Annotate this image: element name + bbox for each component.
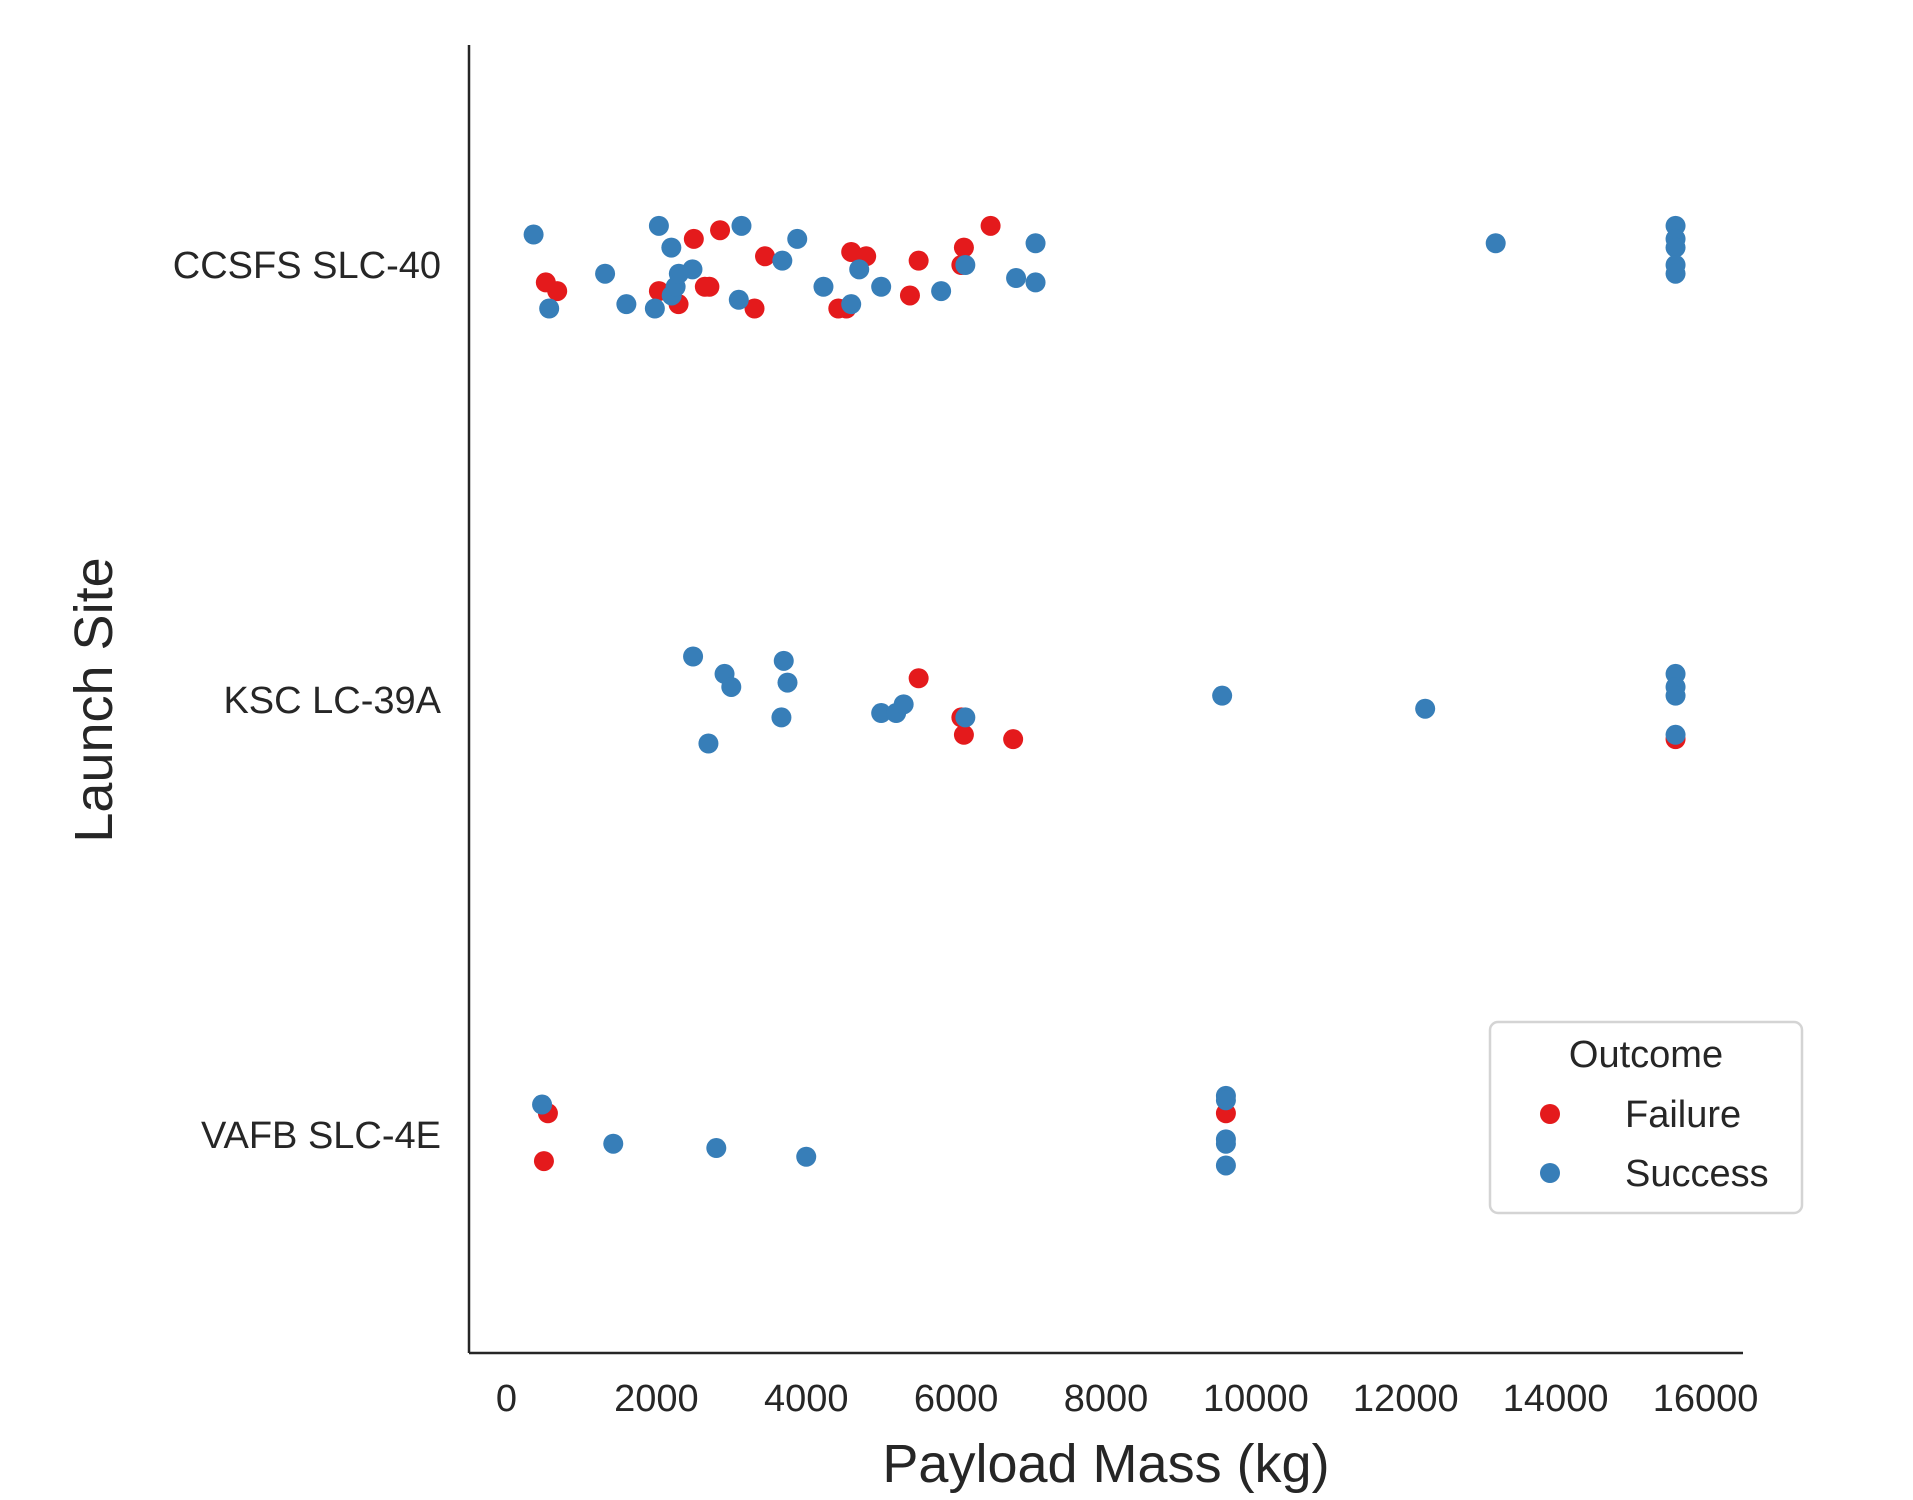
x-tick-labels: 0 2000 4000 6000 8000 10000 12000 14000 16000 [496,1378,1758,1420]
point-failure [953,724,974,745]
point-failure [744,298,765,319]
point-success [931,281,952,302]
point-success [777,672,798,693]
point-success [1665,724,1686,745]
point-failure [908,250,929,271]
legend-label-success: Success [1625,1153,1769,1195]
point-success [772,250,793,271]
point-success [1665,237,1686,258]
x-tick-label: 2000 [614,1378,699,1420]
x-tick-label: 16000 [1653,1378,1759,1420]
point-success [523,224,544,245]
x-tick-label: 8000 [1064,1378,1149,1420]
point-success [1665,263,1686,284]
point-failure [841,241,862,262]
point-success [796,1146,817,1167]
point-success [721,676,742,697]
legend: Outcome Failure Success [1488,1020,1804,1215]
point-success [539,298,560,319]
point-success [1215,1155,1236,1176]
legend-marker-success [1540,1163,1560,1183]
point-success [682,259,703,280]
x-tick-label: 10000 [1203,1378,1309,1420]
point-success [731,215,752,236]
point-success [616,294,637,315]
point-success [1215,1133,1236,1154]
point-success [1025,272,1046,293]
x-tick-label: 12000 [1353,1378,1459,1420]
point-success [1215,1090,1236,1111]
data-points [523,215,1686,1176]
point-success [771,707,792,728]
x-tick-label: 6000 [914,1378,999,1420]
legend-frame [1488,1020,1804,1215]
point-success [871,276,892,297]
point-success [1025,233,1046,254]
legend-label-failure: Failure [1625,1094,1741,1136]
x-tick-label: 0 [496,1378,517,1420]
point-failure [1003,729,1024,750]
point-success [787,228,808,249]
point-success [706,1138,727,1159]
point-success [1485,233,1506,254]
point-success [849,259,870,280]
point-success [532,1094,553,1115]
point-success [698,733,719,754]
point-failure [953,237,974,258]
legend-title: Outcome [1569,1034,1723,1076]
y-tick-label: KSC LC-39A [223,680,441,722]
point-success [1665,685,1686,706]
point-failure [755,246,776,267]
point-success [841,294,862,315]
point-success [955,707,976,728]
x-tick-label: 14000 [1503,1378,1609,1420]
point-success [728,289,749,310]
point-failure [533,1151,554,1172]
y-tick-label: VAFB SLC-4E [201,1115,441,1157]
point-success [648,215,669,236]
point-failure [547,281,568,302]
legend-marker-failure [1540,1104,1560,1124]
point-success [871,703,892,724]
x-tick-label: 4000 [764,1378,849,1420]
point-failure [699,276,720,297]
point-success [1415,698,1436,719]
y-tick-label: CCSFS SLC-40 [173,245,441,287]
point-success [1006,268,1027,289]
point-success [603,1133,624,1154]
point-failure [899,285,920,306]
y-axis-title: Launch Site [64,557,124,842]
point-success [644,298,665,319]
point-success [893,694,914,715]
axes [467,45,1743,1355]
point-success [955,255,976,275]
point-success [773,650,794,671]
point-failure [980,215,1001,236]
point-success [595,263,616,284]
y-tick-labels: CCSFS SLC-40 KSC LC-39A VAFB SLC-4E [173,245,442,1157]
x-axis-title: Payload Mass (kg) [882,1434,1329,1494]
point-success [813,276,834,297]
point-failure [908,668,929,689]
point-failure [710,220,731,241]
point-success [1212,685,1233,706]
point-failure [683,228,704,249]
point-success [661,237,682,258]
point-success [683,646,704,667]
